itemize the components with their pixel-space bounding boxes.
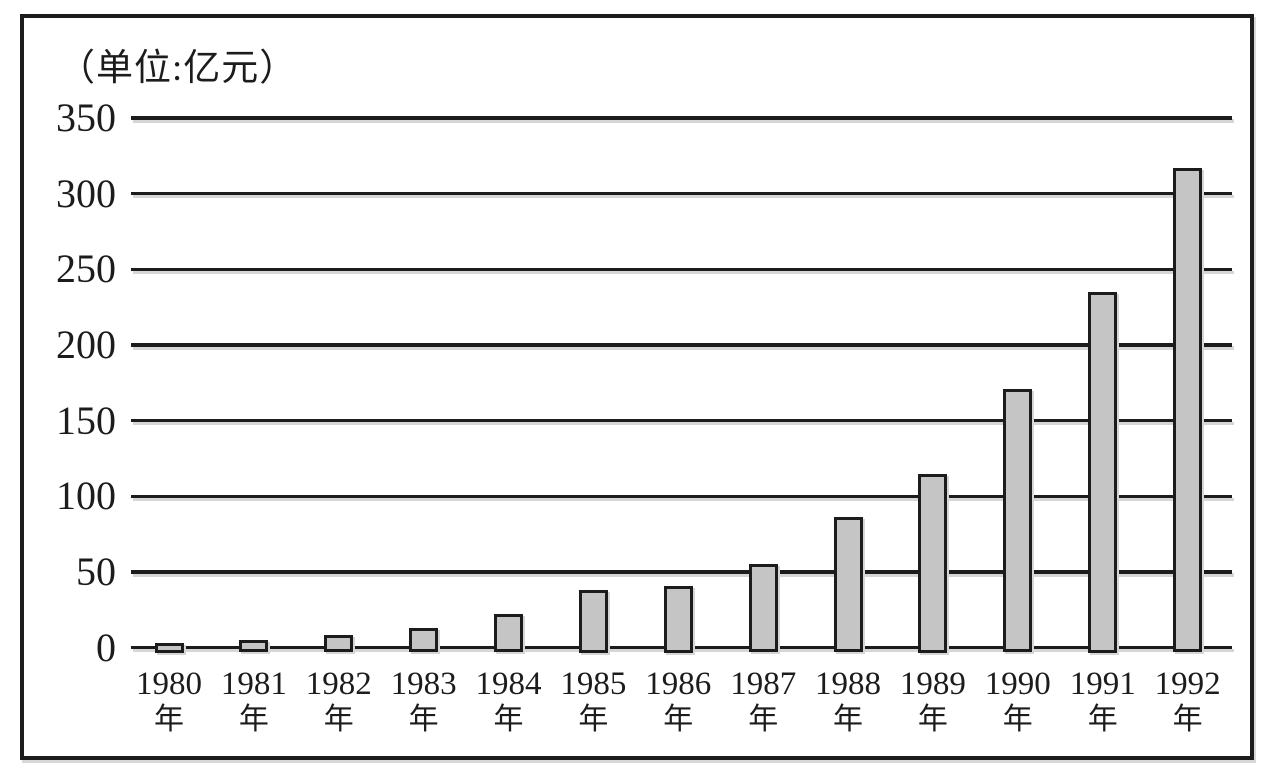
y-tick-label-200: 200 <box>56 321 116 367</box>
bar-1988 <box>833 517 863 653</box>
bar-1982 <box>324 635 354 653</box>
x-tick-suffix-1989: 年 <box>917 703 948 736</box>
x-tick-year-1992: 1992 <box>1154 666 1221 702</box>
bar-1983 <box>409 627 439 653</box>
gridline-200 <box>131 343 1232 347</box>
bar-1980 <box>154 643 184 653</box>
x-tick-year-1983: 1983 <box>390 666 457 702</box>
x-tick-year-1980: 1980 <box>136 666 202 702</box>
x-tick-year-1988: 1988 <box>815 666 881 702</box>
bar-1991 <box>1088 292 1118 653</box>
gridline-250 <box>131 267 1232 271</box>
x-tick-suffix-1983: 年 <box>408 703 439 736</box>
bar-1987 <box>748 564 778 653</box>
x-tick-year-1985: 1985 <box>560 666 627 702</box>
bar-1992 <box>1173 167 1203 653</box>
y-tick-label-0: 0 <box>96 624 116 670</box>
x-tick-suffix-1981: 年 <box>238 703 269 736</box>
gridline-350 <box>131 116 1232 120</box>
x-tick-suffix-1991: 年 <box>1087 703 1118 736</box>
chart-frame: （单位:亿元） <box>20 14 1254 760</box>
bar-1981 <box>239 639 269 653</box>
x-tick-year-1990: 1990 <box>984 666 1051 702</box>
x-tick-suffix-1985: 年 <box>578 703 609 736</box>
y-tick-label-50: 50 <box>76 548 116 594</box>
x-tick-suffix-1980: 年 <box>154 703 184 736</box>
x-tick-year-1981: 1981 <box>220 666 287 702</box>
gridline-300 <box>131 191 1232 196</box>
bar-1990 <box>1003 388 1033 653</box>
x-tick-suffix-1982: 年 <box>323 703 354 736</box>
y-tick-label-150: 150 <box>56 397 116 443</box>
x-tick-year-1986: 1986 <box>645 666 712 702</box>
x-tick-suffix-1987: 年 <box>748 703 779 736</box>
x-tick-year-1987: 1987 <box>730 666 797 702</box>
bar-1985 <box>578 590 608 653</box>
y-tick-label-250: 250 <box>56 246 116 292</box>
x-tick-suffix-1990: 年 <box>1002 703 1033 736</box>
bar-1989 <box>918 473 948 653</box>
gridline-100 <box>131 494 1232 498</box>
x-tick-suffix-1988: 年 <box>833 703 863 736</box>
x-tick-year-1984: 1984 <box>475 666 542 702</box>
gridline-150 <box>131 418 1232 423</box>
x-tick-year-1989: 1989 <box>899 666 966 702</box>
y-tick-label-300: 300 <box>56 170 116 216</box>
bar-1984 <box>494 614 523 653</box>
x-tick-year-1991: 1991 <box>1069 666 1136 702</box>
y-tick-label-100: 100 <box>56 473 116 519</box>
bar-1986 <box>663 585 693 653</box>
x-tick-suffix-1984: 年 <box>493 703 524 736</box>
x-tick-year-1982: 1982 <box>305 666 372 702</box>
x-tick-suffix-1986: 年 <box>663 703 694 736</box>
y-tick-label-350: 350 <box>56 95 116 140</box>
x-tick-suffix-1992: 年 <box>1172 703 1203 736</box>
unit-label: （单位:亿元） <box>58 48 298 89</box>
gridline-50 <box>131 570 1232 574</box>
